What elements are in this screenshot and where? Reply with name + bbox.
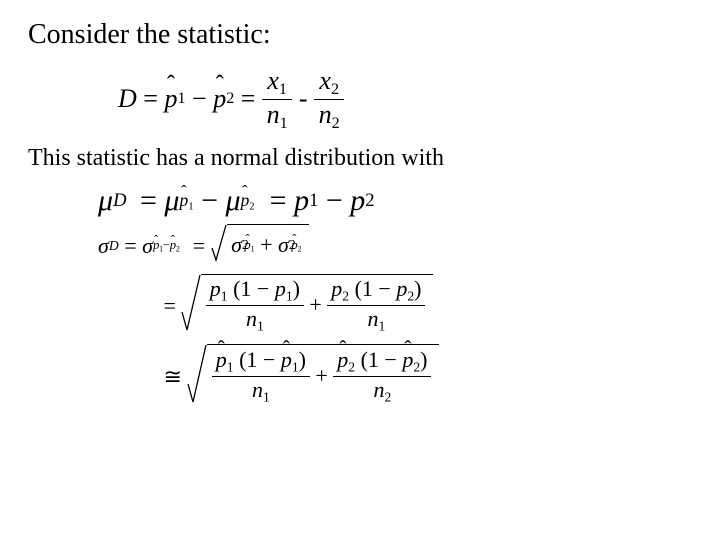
heading-1: Consider the statistic: [28,18,692,52]
equation-mean: μD = μp1 − μp2 = p1 − p2 [98,184,692,218]
equation-sd-definition: σD =σp1−p2 = σ2p1 +σ2p2 [98,224,692,268]
slide: Consider the statistic: D = p1 − p2 = x1… [0,0,720,540]
equation-sd-expanded: = p1 (1 − p1) n1 + p2 (1 − p2) n1 [158,274,692,338]
body-line-2: This statistic has a normal distribution… [28,143,692,174]
equation-D-definition: D = p1 − p2 = x1 n1 - x2 n2 [118,66,692,133]
equation-sd-estimate: ≅ p1 (1 − p1) n1 + p2 (1 − p2) n2 [158,344,692,410]
